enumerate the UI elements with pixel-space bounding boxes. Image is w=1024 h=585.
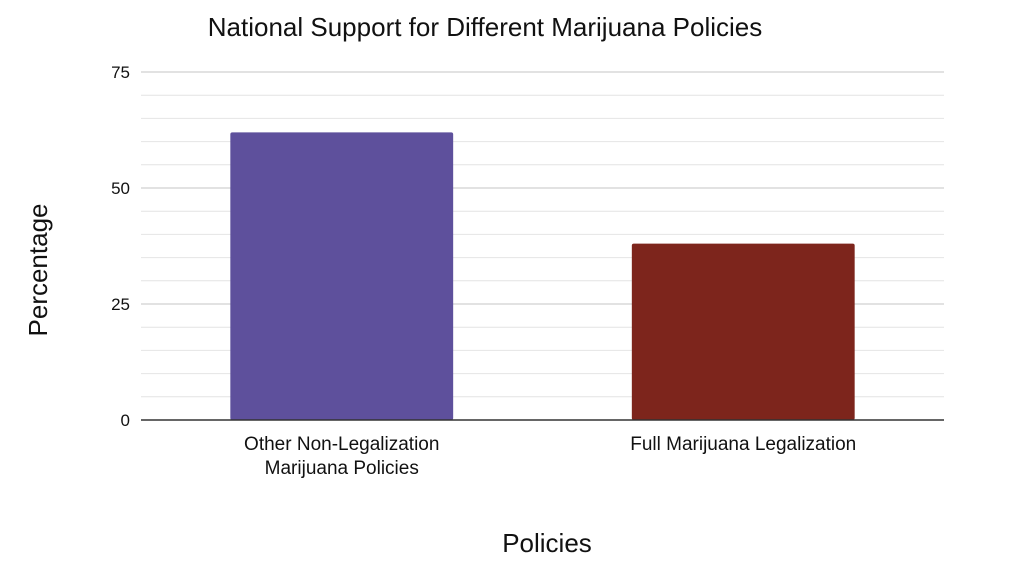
y-axis-label: Percentage	[23, 204, 53, 337]
y-tick-labels: 0 25 50 75	[111, 63, 130, 430]
y-tick-label: 25	[111, 295, 130, 314]
bar	[631, 243, 855, 420]
bar	[230, 132, 454, 420]
chart-title: National Support for Different Marijuana…	[208, 12, 762, 42]
y-tick-label: 50	[111, 179, 130, 198]
bars	[230, 132, 855, 420]
x-tick-label: Full Marijuana Legalization	[630, 434, 856, 455]
x-axis-label: Policies	[502, 528, 592, 558]
x-tick-labels: Other Non-Legalization Marijuana Policies…	[244, 434, 856, 479]
y-tick-label: 75	[111, 63, 130, 82]
y-tick-label: 0	[121, 411, 130, 430]
x-tick-label: Other Non-Legalization Marijuana Policies	[244, 434, 439, 479]
